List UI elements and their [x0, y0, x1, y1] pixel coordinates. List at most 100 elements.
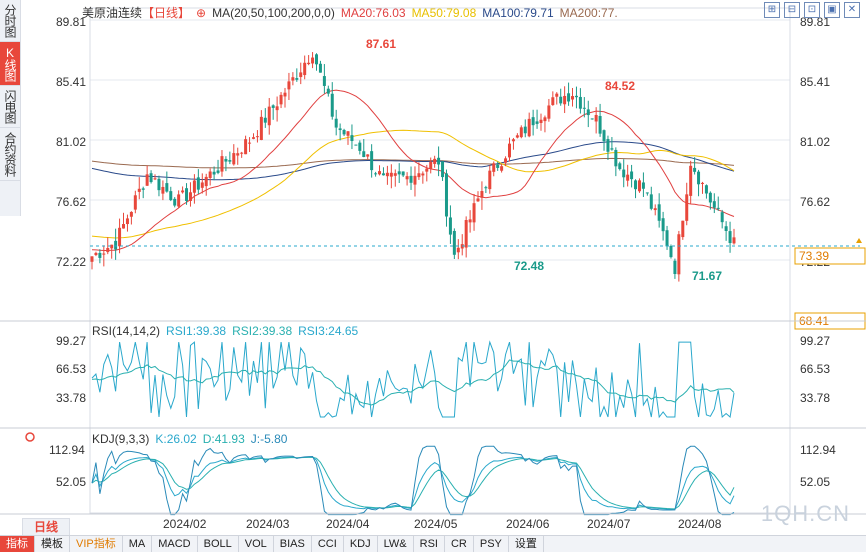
candle-body — [413, 175, 417, 185]
tab-ma[interactable]: MA — [123, 536, 153, 552]
price-tick-left: 89.81 — [56, 15, 86, 29]
candle-body — [271, 105, 275, 108]
ma100-value: MA100:79.71 — [482, 6, 554, 20]
tab-macd[interactable]: MACD — [152, 536, 198, 552]
tab-rsi[interactable]: RSI — [414, 536, 445, 552]
candle-body — [311, 57, 315, 64]
candle-body — [716, 207, 720, 209]
add-indicator-icon[interactable]: ⊕ — [196, 6, 207, 20]
chart-legend: 美原油连续【日线】 ⊕ MA(20,50,100,200,0,0) MA20:76.0… — [82, 4, 624, 20]
layout-grid-icon[interactable]: ⊞ — [764, 2, 780, 18]
candle-body — [700, 182, 704, 184]
maximize-icon[interactable]: ▣ — [824, 2, 840, 18]
candle-body — [129, 211, 133, 217]
tab-template[interactable]: 模板 — [35, 536, 70, 552]
tab-kdj[interactable]: KDJ — [344, 536, 378, 552]
price-tick-left: 76.62 — [56, 195, 86, 209]
candle-body — [287, 81, 291, 90]
price-tick-right: 81.02 — [800, 135, 830, 149]
candle-body — [649, 194, 653, 209]
rsi-tick-left: 33.78 — [56, 391, 86, 405]
candle-body — [571, 96, 575, 100]
layout-split-icon[interactable]: ⊟ — [784, 2, 800, 18]
tab-timeshare[interactable]: 分时图 — [0, 0, 20, 42]
tab-lwr[interactable]: LW& — [378, 536, 414, 552]
candle-body — [637, 180, 641, 192]
candle-body — [452, 230, 456, 255]
candle-body — [118, 227, 122, 247]
candle-body — [114, 240, 118, 250]
candle-body — [169, 191, 173, 201]
candle-body — [185, 188, 189, 201]
date-label: 2024/07 — [587, 517, 631, 531]
candle-body — [626, 174, 630, 181]
candle-body — [212, 171, 216, 175]
restore-icon[interactable]: ⊡ — [804, 2, 820, 18]
candle-body — [425, 168, 429, 172]
tab-flash[interactable]: 闪电图 — [0, 86, 20, 128]
candle-body — [200, 182, 204, 188]
tab-indicators[interactable]: 指标 — [0, 536, 35, 552]
close-icon[interactable]: ✕ — [844, 2, 860, 18]
candle-body — [224, 158, 228, 162]
candle-body — [653, 208, 657, 211]
indicator-lines — [91, 340, 735, 516]
candle-body — [315, 54, 319, 65]
candle-body — [220, 156, 224, 172]
tab-vol[interactable]: VOL — [239, 536, 274, 552]
ma-params: MA(20,50,100,200,0,0) — [212, 6, 335, 20]
candle-body — [527, 118, 531, 137]
kdj-tick-right: 112.94 — [800, 443, 836, 457]
rsi-tick-right: 99.27 — [800, 334, 830, 348]
kdj-title: KDJ(9,3,3) — [92, 432, 150, 446]
tab-settings[interactable]: 设置 — [509, 536, 544, 552]
date-label: 2024/08 — [678, 517, 722, 531]
candle-body — [594, 114, 598, 122]
rsi-tick-right: 66.53 — [800, 362, 830, 376]
candle-body — [602, 130, 606, 142]
candle-body — [712, 201, 716, 208]
tab-contract-info[interactable]: 合约资料 — [0, 128, 20, 181]
rsi3-value: RSI3:24.65 — [298, 324, 359, 338]
candle-body — [374, 173, 378, 175]
candle-body — [539, 119, 543, 124]
candle-body — [275, 106, 279, 111]
period-tab[interactable]: 日线 — [22, 518, 70, 536]
tab-boll[interactable]: BOLL — [198, 536, 239, 552]
kdj-tick-left: 112.94 — [49, 443, 85, 457]
tab-cci[interactable]: CCI — [312, 536, 344, 552]
ma200-line — [91, 157, 735, 169]
annotation-low-2: 71.67 — [692, 269, 722, 283]
tab-cr[interactable]: CR — [445, 536, 474, 552]
kdj-j-line — [91, 445, 735, 516]
left-tab-strip: 分时图 K线图 闪电图 合约资料 — [0, 0, 21, 216]
tab-psy[interactable]: PSY — [474, 536, 509, 552]
candle-body — [401, 171, 405, 176]
kdj-tick-right: 52.05 — [800, 475, 830, 489]
candle-body — [590, 118, 594, 120]
candle-body — [614, 149, 618, 167]
candle-body — [122, 224, 126, 229]
grid-lines — [89, 7, 791, 514]
candle-body — [153, 178, 157, 180]
candle-body — [630, 171, 634, 180]
gear-icon[interactable] — [25, 432, 35, 442]
d-value: D:41.93 — [202, 432, 245, 446]
ma20-value: MA20:76.03 — [340, 6, 406, 20]
candle-body — [606, 139, 610, 152]
candle-body — [255, 136, 259, 138]
candle-body — [728, 231, 732, 244]
tab-kline[interactable]: K线图 — [0, 42, 20, 86]
price-tick-left: 85.41 — [56, 75, 86, 89]
candle-body — [263, 117, 267, 123]
candle-body — [645, 192, 649, 194]
tab-vip-indicators[interactable]: VIP指标 — [70, 536, 123, 552]
candle-body — [137, 188, 141, 192]
candle-body — [149, 173, 153, 183]
candle-body — [441, 161, 445, 178]
tab-bias[interactable]: BIAS — [274, 536, 312, 552]
rsi-tick-right: 33.78 — [800, 391, 830, 405]
kdj-d-line — [91, 456, 735, 510]
candle-body — [326, 88, 330, 94]
candle-body — [389, 172, 393, 177]
